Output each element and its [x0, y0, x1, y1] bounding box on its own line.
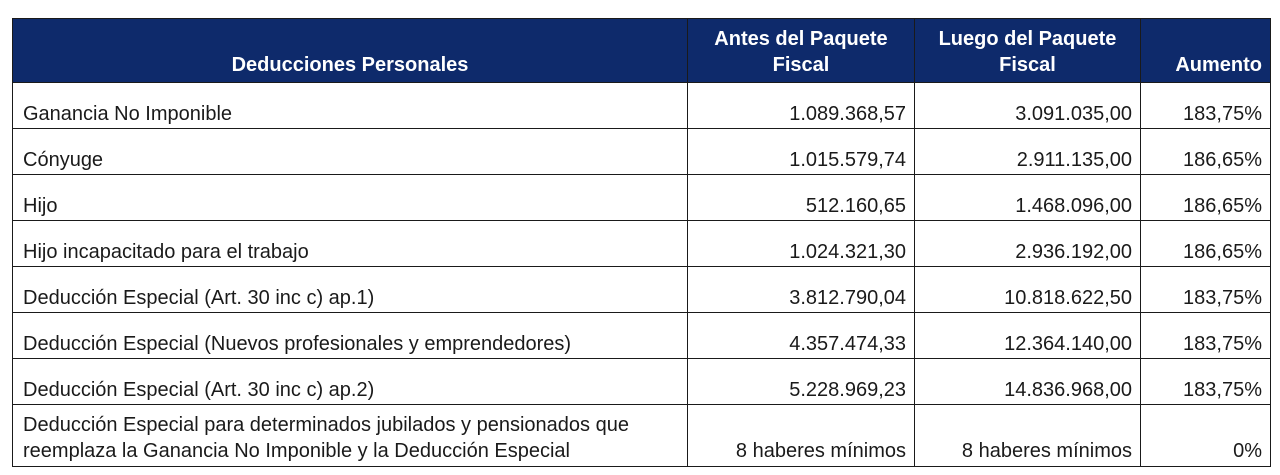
row-luego: 2.911.135,00	[914, 128, 1141, 175]
row-aumento: 183,75%	[1140, 312, 1271, 359]
table-header-row: Deducciones Personales Antes del Paquete…	[12, 18, 1271, 83]
table-row: Deducción Especial (Art. 30 inc c) ap.1)…	[12, 266, 1271, 313]
row-antes: 3.812.790,04	[687, 266, 915, 313]
row-aumento: 186,65%	[1140, 128, 1271, 175]
row-aumento: 183,75%	[1140, 82, 1271, 129]
row-luego: 3.091.035,00	[914, 82, 1141, 129]
row-aumento: 186,65%	[1140, 174, 1271, 221]
row-aumento: 183,75%	[1140, 266, 1271, 313]
deductions-table-container: Deducciones Personales Antes del Paquete…	[12, 18, 1271, 467]
table-row: Deducción Especial (Art. 30 inc c) ap.2)…	[12, 358, 1271, 405]
header-luego: Luego del Paquete Fiscal	[914, 18, 1141, 83]
deductions-table: Deducciones Personales Antes del Paquete…	[12, 18, 1271, 467]
row-antes: 8 haberes mínimos	[687, 404, 915, 467]
row-luego: 14.836.968,00	[914, 358, 1141, 405]
table-row: Deducción Especial (Nuevos profesionales…	[12, 312, 1271, 359]
row-label: Cónyuge	[12, 128, 688, 175]
row-luego: 1.468.096,00	[914, 174, 1141, 221]
row-label: Deducción Especial (Art. 30 inc c) ap.2)	[12, 358, 688, 405]
row-luego: 2.936.192,00	[914, 220, 1141, 267]
header-antes: Antes del Paquete Fiscal	[687, 18, 915, 83]
table-row: Hijo 512.160,65 1.468.096,00 186,65%	[12, 174, 1271, 221]
row-aumento: 186,65%	[1140, 220, 1271, 267]
row-aumento: 183,75%	[1140, 358, 1271, 405]
row-label: Hijo	[12, 174, 688, 221]
row-antes: 5.228.969,23	[687, 358, 915, 405]
table-row: Ganancia No Imponible 1.089.368,57 3.091…	[12, 82, 1271, 129]
row-label: Hijo incapacitado para el trabajo	[12, 220, 688, 267]
header-aumento: Aumento	[1140, 18, 1271, 83]
row-antes: 1.089.368,57	[687, 82, 915, 129]
table-row: Cónyuge 1.015.579,74 2.911.135,00 186,65…	[12, 128, 1271, 175]
row-antes: 4.357.474,33	[687, 312, 915, 359]
row-aumento: 0%	[1140, 404, 1271, 467]
table-row: Deducción Especial para determinados jub…	[12, 404, 1271, 467]
row-luego: 8 haberes mínimos	[914, 404, 1141, 467]
row-antes: 1.015.579,74	[687, 128, 915, 175]
table-row: Hijo incapacitado para el trabajo 1.024.…	[12, 220, 1271, 267]
row-luego: 12.364.140,00	[914, 312, 1141, 359]
row-antes: 512.160,65	[687, 174, 915, 221]
row-label: Ganancia No Imponible	[12, 82, 688, 129]
row-label: Deducción Especial (Art. 30 inc c) ap.1)	[12, 266, 688, 313]
row-label: Deducción Especial (Nuevos profesionales…	[12, 312, 688, 359]
row-antes: 1.024.321,30	[687, 220, 915, 267]
row-luego: 10.818.622,50	[914, 266, 1141, 313]
header-deducciones: Deducciones Personales	[12, 18, 688, 83]
row-label: Deducción Especial para determinados jub…	[12, 404, 688, 467]
